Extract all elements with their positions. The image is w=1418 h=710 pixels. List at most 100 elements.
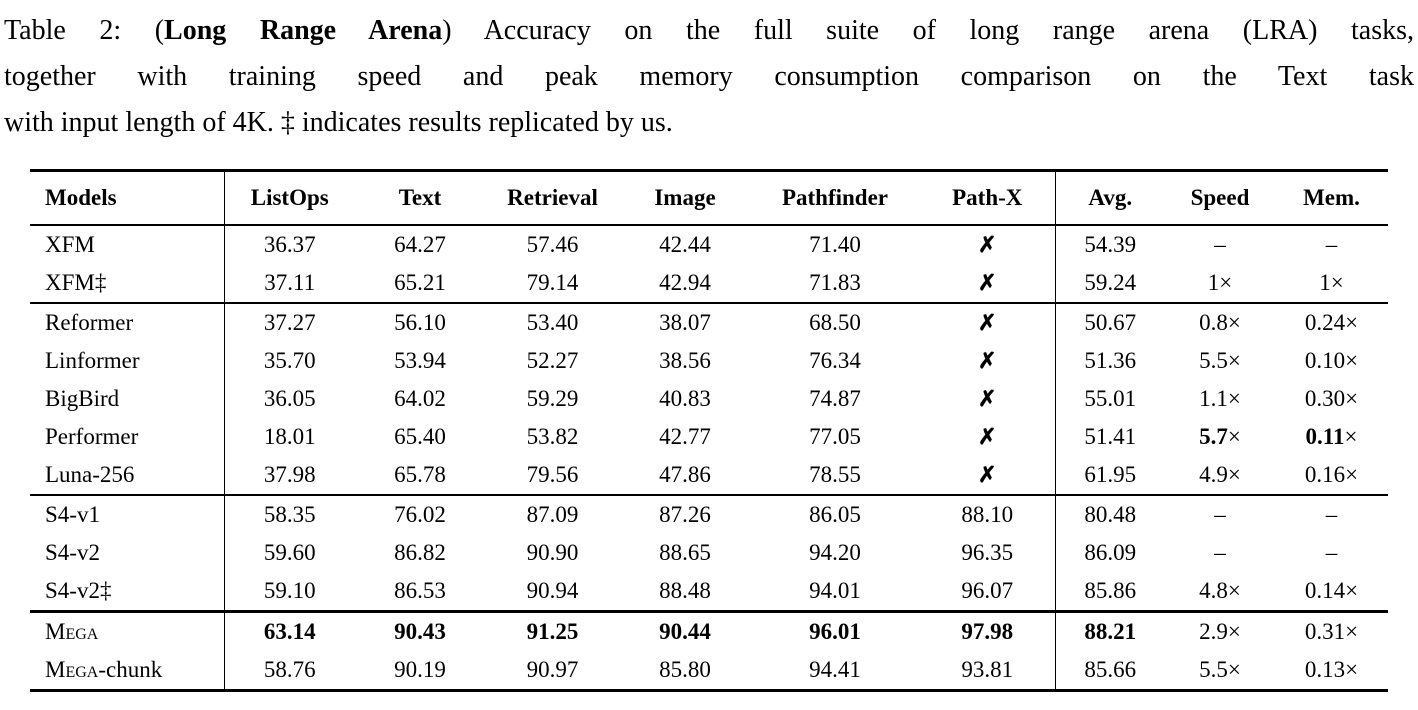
cell-speed: 1.1× bbox=[1199, 386, 1241, 411]
cell-listops: 59.60 bbox=[223, 534, 355, 572]
model-name-text: S4-v2 bbox=[45, 540, 100, 565]
cell-mem: 0.13× bbox=[1304, 657, 1359, 682]
table-header: Models ListOps Text Retrieval Image Pathfinde… bbox=[30, 170, 1388, 226]
cell-pathfinder: 71.40 bbox=[809, 232, 861, 257]
col-header-pathx: Path-X bbox=[920, 170, 1055, 226]
cell-avg: 85.86 bbox=[1054, 572, 1165, 612]
model-name: Mega bbox=[30, 610, 224, 651]
model-name-text: S4-v2‡ bbox=[45, 578, 112, 603]
cell-avg: 88.21 bbox=[1054, 610, 1165, 651]
model-name: Performer bbox=[30, 418, 224, 456]
cell-pathx: 96.07 bbox=[961, 578, 1014, 603]
cell-image: 85.80 bbox=[659, 657, 711, 682]
model-name: BigBird bbox=[30, 380, 224, 418]
col-header-models: Models bbox=[30, 170, 224, 226]
cell-mem: – bbox=[1275, 494, 1388, 534]
x-mark-icon: ✗ bbox=[978, 462, 997, 487]
table-row: S4-v1 58.35 76.02 87.09 87.26 86.05 88.10 80.48… bbox=[30, 494, 1388, 534]
cell-avg: 51.36 bbox=[1054, 342, 1165, 380]
cell-text: 90.43 bbox=[355, 610, 485, 651]
cell-listops: 37.11 bbox=[223, 264, 355, 303]
model-name: XFM‡ bbox=[30, 264, 224, 303]
cell-listops: 18.01 bbox=[223, 418, 355, 456]
table-row: Linformer 35.70 53.94 52.27 38.56 76.34 ✗ 51.36… bbox=[30, 342, 1388, 380]
cell-pathx: 96.35 bbox=[961, 540, 1014, 565]
cell-mem: 0.30× bbox=[1304, 386, 1359, 411]
cell-mem: 0.11× bbox=[1305, 424, 1358, 449]
cell-mem: 1× bbox=[1319, 270, 1344, 295]
cell-pathfinder: 86.05 bbox=[750, 494, 920, 534]
cell-mem: 0.31× bbox=[1275, 610, 1388, 651]
table-row: Luna-256 37.98 65.78 79.56 47.86 78.55 ✗ 61.95 4… bbox=[30, 456, 1388, 495]
cell-listops: 58.76 bbox=[223, 651, 355, 691]
model-name-text: XFM‡ bbox=[45, 270, 107, 295]
model-name: S4-v1 bbox=[30, 494, 224, 534]
cell-retrieval: 91.25 bbox=[485, 610, 620, 651]
x-mark-icon: ✗ bbox=[978, 424, 997, 449]
cell-speed: 4.9× bbox=[1199, 462, 1241, 487]
col-header-mem: Mem. bbox=[1275, 170, 1388, 226]
cell-pathfinder: 71.83 bbox=[809, 270, 861, 295]
cell-image: 90.44 bbox=[620, 610, 750, 651]
col-header-avg: Avg. bbox=[1054, 170, 1165, 226]
cell-retrieval: 57.46 bbox=[526, 232, 579, 257]
model-name-text: Mega bbox=[45, 657, 99, 682]
cell-listops: 36.05 bbox=[223, 380, 355, 418]
col-header-image: Image bbox=[620, 170, 750, 226]
model-name: S4-v2 bbox=[30, 534, 224, 572]
cell-pathx: 93.81 bbox=[961, 657, 1014, 682]
col-header-retrieval: Retrieval bbox=[485, 170, 620, 226]
cell-retrieval: 87.09 bbox=[485, 494, 620, 534]
cell-image: 40.83 bbox=[659, 386, 711, 411]
cell-avg: 85.66 bbox=[1054, 651, 1165, 691]
caption-line-1: Table 2: (Long Range Arena) Accuracy on … bbox=[4, 8, 1414, 54]
model-name-text: XFM bbox=[45, 232, 95, 257]
model-name: Linformer bbox=[30, 342, 224, 380]
header-row: Models ListOps Text Retrieval Image Pathfinde… bbox=[30, 170, 1388, 226]
cell-listops: 36.37 bbox=[223, 225, 355, 264]
x-mark-icon: ✗ bbox=[978, 348, 997, 373]
cell-text: 76.02 bbox=[355, 494, 485, 534]
cell-retrieval: 90.97 bbox=[526, 657, 579, 682]
table-row: XFM‡ 37.11 65.21 79.14 42.94 71.83 ✗ 59.24 1× 1× bbox=[30, 264, 1388, 303]
cell-text: 64.02 bbox=[394, 386, 446, 411]
model-name-text: Linformer bbox=[45, 348, 140, 373]
cell-pathfinder: 96.01 bbox=[750, 610, 920, 651]
table-row: S4-v2 59.60 86.82 90.90 88.65 94.20 96.35 86.09… bbox=[30, 534, 1388, 572]
table-group-4: Mega 63.14 90.43 91.25 90.44 96.01 97.98 88.21 2… bbox=[30, 610, 1388, 691]
cell-mem: – bbox=[1325, 232, 1338, 257]
col-header-text: Text bbox=[355, 170, 485, 226]
cell-speed: 2.9× bbox=[1165, 610, 1275, 651]
model-name: Luna-256 bbox=[30, 456, 224, 495]
col-header-pathfinder: Pathfinder bbox=[750, 170, 920, 226]
cell-avg: 86.09 bbox=[1054, 534, 1165, 572]
cell-retrieval: 79.14 bbox=[526, 270, 579, 295]
cell-retrieval: 59.29 bbox=[526, 386, 579, 411]
cell-avg: 80.48 bbox=[1054, 494, 1165, 534]
cell-text: 65.40 bbox=[394, 424, 446, 449]
cell-mem: – bbox=[1325, 540, 1338, 565]
cell-image: 87.26 bbox=[620, 494, 750, 534]
table-row: XFM 36.37 64.27 57.46 42.44 71.40 ✗ 54.39 – – bbox=[30, 225, 1388, 264]
table-group-1: XFM 36.37 64.27 57.46 42.44 71.40 ✗ 54.39 – – XFM‡… bbox=[30, 225, 1388, 303]
model-name: Mega-chunk bbox=[30, 651, 224, 691]
table-row: Mega-chunk 58.76 90.19 90.97 85.80 94.41 93.81… bbox=[30, 651, 1388, 691]
x-mark-icon: ✗ bbox=[978, 270, 997, 295]
col-header-speed: Speed bbox=[1165, 170, 1275, 226]
cell-avg: 54.39 bbox=[1054, 225, 1165, 264]
cell-retrieval: 79.56 bbox=[526, 462, 579, 487]
table-row: Mega 63.14 90.43 91.25 90.44 96.01 97.98 88.21 2… bbox=[30, 610, 1388, 651]
cell-pathx: 97.98 bbox=[920, 610, 1055, 651]
cell-avg: 55.01 bbox=[1054, 380, 1165, 418]
table-row: BigBird 36.05 64.02 59.29 40.83 74.87 ✗ 55.01 1.… bbox=[30, 380, 1388, 418]
cell-pathx: 88.10 bbox=[920, 494, 1055, 534]
cell-speed: 5.5× bbox=[1199, 657, 1241, 682]
caption-text: ) Accuracy on the full suite of long ran… bbox=[442, 15, 1415, 46]
table-group-3: S4-v1 58.35 76.02 87.09 87.26 86.05 88.10 80.48… bbox=[30, 494, 1388, 612]
cell-text: 65.21 bbox=[394, 270, 446, 295]
cell-speed: 5.5× bbox=[1199, 348, 1241, 373]
cell-speed: – bbox=[1214, 540, 1226, 565]
cell-pathfinder: 76.34 bbox=[809, 348, 861, 373]
table-row: Reformer 37.27 56.10 53.40 38.07 68.50 ✗ 50.67 0… bbox=[30, 302, 1388, 342]
